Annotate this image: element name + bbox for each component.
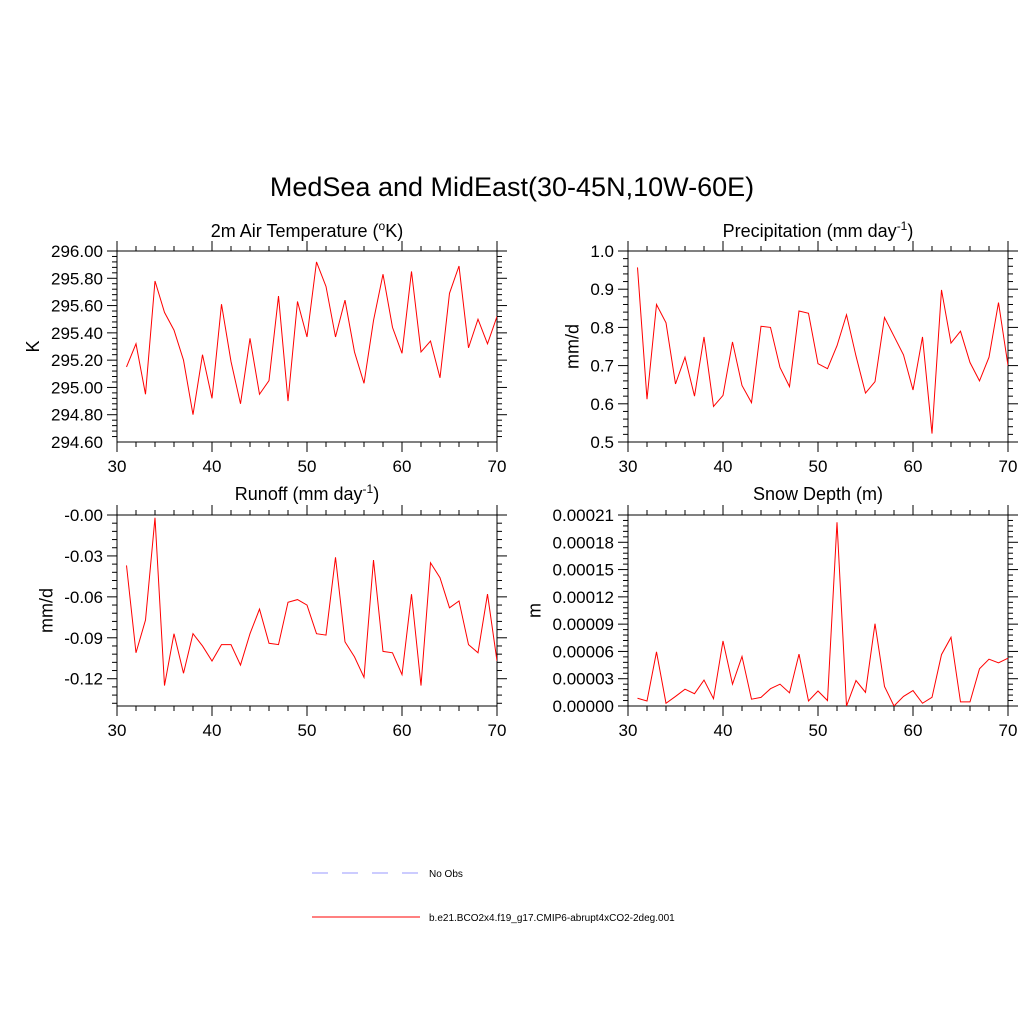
panel-precipitation: Precipitation (mm day-1) 30 40 50 60 70 0.5 0.6… [562,219,1018,476]
runoff-x-tick-label: 30 [108,721,127,740]
runoff-x-tick-label: 50 [298,721,317,740]
snow-depth-title-text: Snow Depth (m) [753,484,883,504]
precipitation-x-tick-label: 30 [619,457,638,476]
temperature-ticks [107,241,507,452]
snow-depth-y-tick-label: 0.00021 [553,506,614,525]
snow-depth-y-tick-label: 0.00012 [553,588,614,607]
precipitation-x-tick-label: 50 [809,457,828,476]
runoff-y-tick-label: -0.09 [64,629,103,648]
precipitation-y-tick-label: 1.0 [590,242,614,261]
precipitation-x-tick-label: 40 [714,457,733,476]
precipitation-y-tick-label: 0.8 [590,318,614,337]
snow-depth-y-tick-label: 0.00003 [553,670,614,689]
runoff-y-tick-label: -0.00 [64,506,103,525]
precipitation-x-tick-label: 70 [999,457,1018,476]
temperature-title-text: 2m Air Temperature ( [211,221,379,241]
panel-snow-depth: Snow Depth (m) 30 40 50 60 70 0.00000 0.00003 0.… [525,484,1018,740]
snow-depth-y-tick-label: 0.00015 [553,561,614,580]
runoff-title-superscript: -1 [363,482,374,496]
temperature-y-tick-label: 295.80 [51,269,103,288]
legend: No Obs b.e21.BCO2x4.f19_g17.CMIP6-abrupt4… [312,869,675,924]
temperature-x-tick-label: 50 [298,457,317,476]
precipitation-y-tick-label: 0.6 [590,395,614,414]
precipitation-title-superscript: -1 [897,219,908,233]
precipitation-y-axis-label: mm/d [562,324,582,369]
temperature-y-axis-label: K [23,340,43,352]
precipitation-y-tick-label: 0.5 [590,433,614,452]
temperature-y-tick-label: 295.20 [51,351,103,370]
snow-depth-y-tick-label: 0.00000 [553,697,614,716]
temperature-x-tick-label: 70 [488,457,507,476]
temperature-plot-frame [116,250,498,443]
temperature-x-tick-label: 40 [203,457,222,476]
precipitation-y-tick-label: 0.9 [590,280,614,299]
precipitation-y-tick-label: 0.7 [590,357,614,376]
precipitation-ticks [618,241,1018,452]
precipitation-plot-frame [627,250,1009,443]
snow-depth-y-tick-label: 0.00018 [553,533,614,552]
temperature-y-tick-label: 295.60 [51,297,103,316]
runoff-ticks [107,505,507,716]
snow-depth-x-tick-label: 40 [714,721,733,740]
snow-depth-plot-frame [627,514,1009,707]
runoff-x-tick-label: 40 [203,721,222,740]
precipitation-x-tick-label: 60 [904,457,923,476]
snow-depth-x-tick-label: 70 [999,721,1018,740]
temperature-title-superscript: o [379,219,386,233]
snow-depth-x-tick-label: 50 [809,721,828,740]
runoff-plot-frame [116,514,498,707]
precipitation-title: Precipitation (mm day-1) [723,219,914,241]
figure-title: MedSea and MidEast(30-45N,10W-60E) [270,172,754,202]
temperature-y-tick-label: 295.40 [51,324,103,343]
precipitation-title-text: Precipitation (mm day [723,221,897,241]
temperature-x-tick-label: 60 [393,457,412,476]
snow-depth-y-tick-label: 0.00009 [553,615,614,634]
runoff-x-tick-label: 70 [488,721,507,740]
runoff-y-tick-label: -0.06 [64,588,103,607]
legend-label-2: b.e21.BCO2x4.f19_g17.CMIP6-abrupt4xCO2-2… [429,913,675,924]
snow-depth-series-line [637,522,1008,706]
legend-label-1: No Obs [429,869,463,880]
temperature-x-tick-label: 30 [108,457,127,476]
precipitation-title-suffix: ) [907,221,913,241]
temperature-y-tick-label: 295.00 [51,378,103,397]
panel-temperature: 2m Air Temperature (oK) 30 40 50 60 70 294.60 2… [23,219,507,476]
panels: 2m Air Temperature (oK)30 40 50 60 70294.602… [23,219,1018,740]
temperature-title-suffix: K) [385,221,403,241]
precipitation-series-line [637,267,1008,434]
snow-depth-y-axis-label: m [525,603,545,618]
runoff-title-text: Runoff (mm day [235,484,363,504]
snow-depth-x-tick-label: 30 [619,721,638,740]
temperature-y-tick-label: 296.00 [51,242,103,261]
runoff-x-tick-label: 60 [393,721,412,740]
snow-depth-title: Snow Depth (m) [753,484,883,504]
temperature-y-tick-label: 294.80 [51,406,103,425]
temperature-y-tick-label: 294.60 [51,433,103,452]
runoff-y-tick-label: -0.12 [64,670,103,689]
snow-depth-ticks [618,505,1018,716]
panel-runoff: Runoff (mm day-1) 30 40 50 60 70 -0.12 -0.09 -0.… [36,482,507,740]
runoff-y-tick-label: -0.03 [64,547,103,566]
runoff-title: Runoff (mm day-1) [235,482,379,504]
snow-depth-x-tick-label: 60 [904,721,923,740]
runoff-series-line [126,517,497,686]
runoff-title-suffix: ) [373,484,379,504]
temperature-series-line [126,261,497,415]
runoff-y-axis-label: mm/d [36,588,56,633]
temperature-title: 2m Air Temperature (oK) [211,219,403,241]
snow-depth-y-tick-label: 0.00006 [553,642,614,661]
